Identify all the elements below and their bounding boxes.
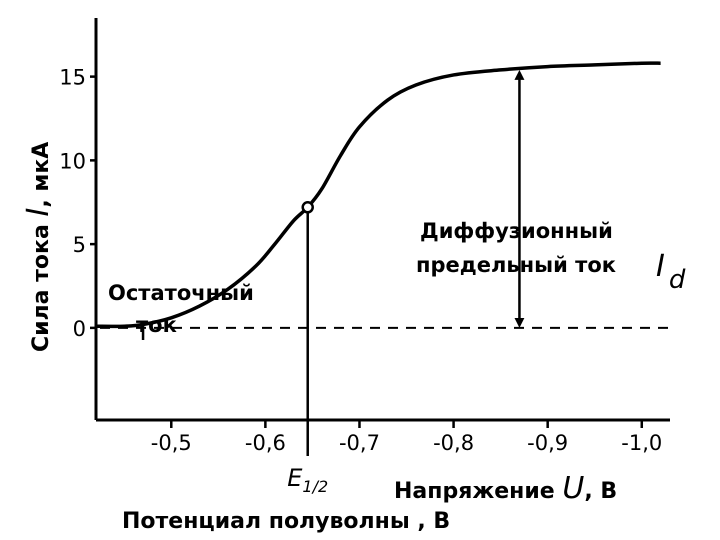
y-axis-title: Сила тока I, мкА [21, 142, 56, 352]
x-tick-label: -0,5 [151, 431, 192, 455]
x-tick-label: -0,6 [245, 431, 286, 455]
x-axis-title-unit: , В [584, 479, 617, 504]
diffusion-current-sub: d [669, 265, 686, 295]
y-axis-title-var: I [21, 208, 56, 217]
residual-current-label-1: Остаточный [108, 281, 254, 305]
x-ticks: -0,5 -0,6 -0,7 -0,8 -0,9 -1,0 [151, 420, 662, 455]
x-axis-title-var: U [562, 471, 584, 506]
diffusion-current-label-2: предельный ток [416, 253, 616, 277]
x-tick-label: -0,9 [527, 431, 568, 455]
y-axis-title-unit: , мкА [29, 142, 54, 208]
half-wave-point [301, 201, 314, 214]
x-tick-label: -0,7 [339, 431, 380, 455]
y-tick-label: 15 [59, 66, 86, 90]
x-tick-label: -1,0 [621, 431, 662, 455]
polarographic-wave-curve [95, 61, 661, 329]
half-wave-label: E1/2 [287, 464, 328, 496]
y-tick-label: 10 [59, 149, 86, 173]
x-tick-label: -0,8 [433, 431, 474, 455]
x-axis-title-text: Напряжение [394, 479, 562, 504]
y-axis-title-text: Сила тока [29, 217, 54, 352]
residual-current-label-2: ток [136, 313, 177, 337]
half-wave-label-main: E [287, 464, 303, 492]
diffusion-current-label-1: Диффузионный [420, 219, 613, 243]
half-wave-label-sub: 1/2 [302, 477, 328, 496]
y-tick-label: 5 [73, 233, 86, 257]
y-tick-label: 0 [73, 317, 86, 341]
half-wave-caption: Потенциал полуволны , В [122, 509, 450, 534]
y-ticks: 0 5 10 15 [59, 66, 96, 341]
diffusion-current-var: I [656, 249, 665, 284]
x-axis-title: Напряжение U, В [394, 471, 617, 506]
